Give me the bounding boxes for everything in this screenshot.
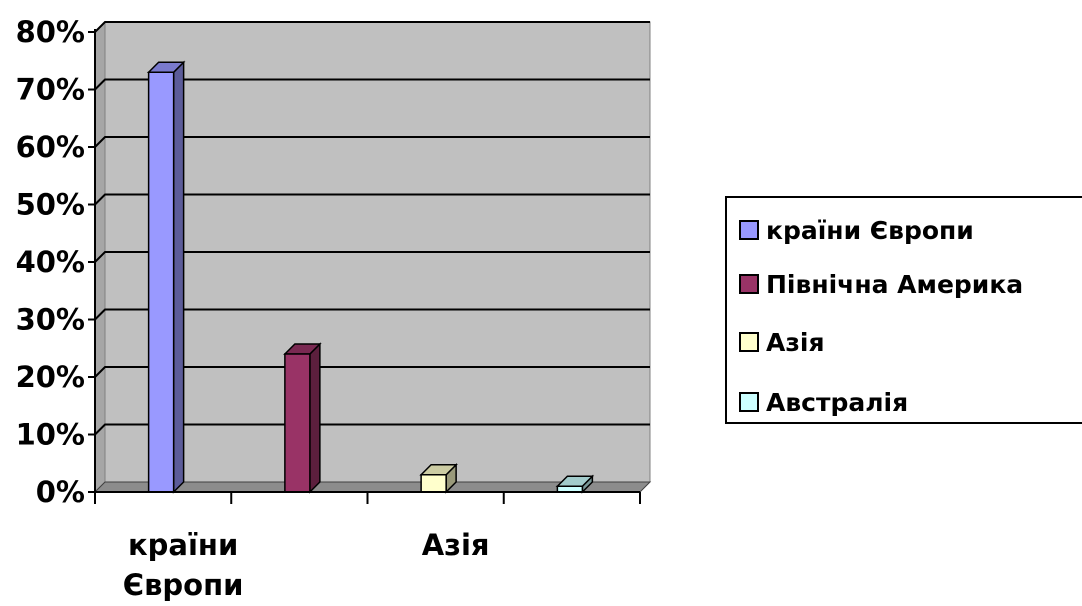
gridline — [94, 21, 650, 33]
y-tick-label: 0% — [36, 475, 85, 509]
y-tick-label: 30% — [16, 303, 85, 337]
legend-label: Австралія — [766, 387, 909, 417]
gridlines — [94, 21, 650, 436]
bar — [419, 462, 458, 494]
y-tick-label: 10% — [16, 418, 85, 452]
legend-swatch — [739, 392, 759, 412]
legend-label: країни Європи — [766, 215, 974, 245]
gridline — [94, 423, 650, 436]
y-tick-label: 50% — [16, 188, 85, 222]
bar-side — [172, 60, 185, 494]
legend-label: Азія — [766, 327, 825, 357]
bar — [283, 342, 322, 494]
x-tick-label: Азія — [422, 528, 490, 562]
legend-item: країни Європи — [739, 212, 974, 248]
y-tick-label: 60% — [16, 130, 85, 164]
legend-swatch — [739, 332, 759, 352]
gridline — [94, 136, 650, 148]
bar — [555, 474, 595, 494]
bar-side — [309, 342, 321, 494]
y-axis-ticks: 0% 10% 20% 30% 40% 50% 60% 70% 80% — [16, 15, 95, 509]
gridline — [94, 193, 650, 206]
bar — [146, 60, 186, 494]
legend-item: Північна Америка — [739, 266, 1023, 302]
legend-item: Азія — [739, 324, 825, 360]
legend-swatch — [739, 220, 759, 240]
gridline — [94, 78, 650, 91]
y-tick-label: 70% — [16, 73, 85, 107]
x-axis-ticks: країни Європи Азія — [94, 492, 641, 602]
legend-item: Австралія — [739, 384, 908, 420]
bar-front — [420, 474, 447, 493]
bar-front — [284, 353, 311, 493]
bar-front — [147, 71, 175, 493]
gridline — [94, 251, 650, 263]
legend: країни Європи Північна Америка Азія Австрал… — [725, 196, 1082, 424]
x-tick-label: країни Європи — [123, 528, 244, 602]
gridline — [94, 366, 650, 378]
y-tick-label: 80% — [16, 15, 85, 49]
legend-label: Північна Америка — [766, 269, 1024, 299]
y-tick-label: 40% — [16, 245, 85, 279]
gridline — [94, 308, 650, 321]
y-tick-label: 20% — [16, 360, 85, 394]
bars — [146, 60, 595, 494]
legend-swatch — [739, 274, 759, 294]
